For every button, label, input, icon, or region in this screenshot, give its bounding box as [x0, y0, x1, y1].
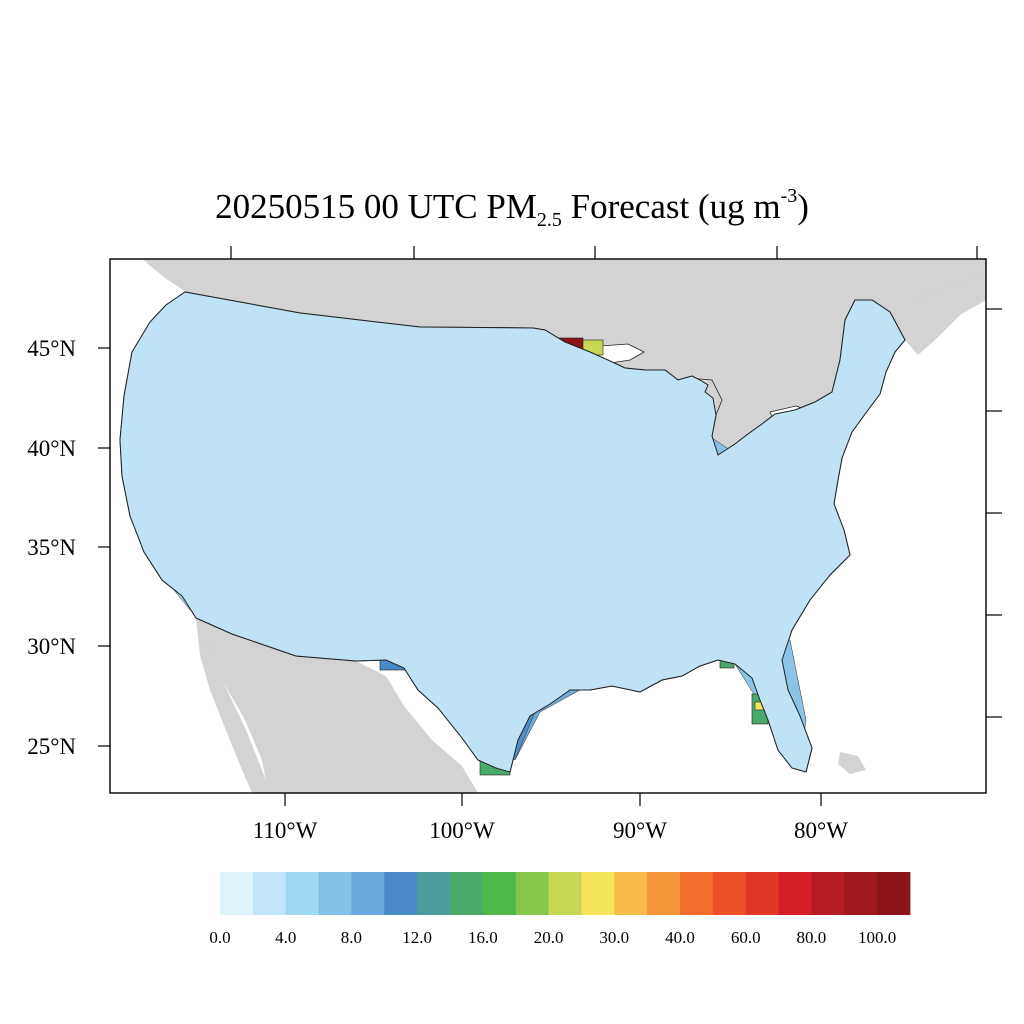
- colorbar: 0.0 4.0 8.0 12.0 16.0 20.0 30.0 40.0 60.0 80.0 100…: [209, 872, 911, 947]
- colorbar-swatch: [680, 872, 714, 915]
- lon-tick-label: 100°W: [429, 818, 495, 843]
- colorbar-swatch: [318, 872, 352, 915]
- lon-tick-label: 80°W: [794, 818, 848, 843]
- colorbar-swatch: [548, 872, 582, 915]
- colorbar-swatch: [351, 872, 385, 915]
- colorbar-swatch: [581, 872, 615, 915]
- colorbar-swatch: [614, 872, 648, 915]
- colorbar-swatch: [285, 872, 319, 915]
- colorbar-label: 40.0: [665, 928, 695, 947]
- colorbar-swatch: [252, 872, 287, 915]
- colorbar-label: 30.0: [599, 928, 629, 947]
- map-frame: [109, 258, 987, 794]
- lat-tick-label: 40°N: [27, 436, 76, 461]
- mexico-landmass: [196, 618, 478, 793]
- colorbar-swatch: [220, 872, 254, 915]
- colorbar-label: 80.0: [797, 928, 827, 947]
- lat-tick-label: 35°N: [27, 535, 76, 560]
- lon-tick-label: 90°W: [613, 818, 667, 843]
- colorbar-label: 16.0: [468, 928, 498, 947]
- colorbar-swatch: [745, 872, 779, 915]
- lat-tick-label: 45°N: [27, 336, 76, 361]
- lat-tick-label: 25°N: [27, 734, 76, 759]
- cuba: [838, 752, 866, 774]
- colorbar-swatch: [844, 872, 878, 915]
- colorbar-label: 4.0: [275, 928, 296, 947]
- map-title: 20250515 00 UTC PM2.5 Forecast (ug m-3): [215, 185, 809, 231]
- colorbar-swatch: [712, 872, 747, 915]
- colorbar-label: 0.0: [209, 928, 230, 947]
- axis-ticks: 45°N 40°N 35°N 30°N 25°N 110°W 100°W 90°W 80°W: [27, 246, 1002, 843]
- colorbar-label: 60.0: [731, 928, 761, 947]
- colorbar-label: 100.0: [858, 928, 896, 947]
- lat-tick-label: 30°N: [27, 634, 76, 659]
- colorbar-swatch: [647, 872, 681, 915]
- colorbar-swatch: [877, 872, 911, 915]
- canada-landmass: [110, 259, 986, 455]
- colorbar-swatch: [450, 872, 484, 915]
- colorbar-label: 20.0: [534, 928, 564, 947]
- colorbar-swatch: [778, 872, 812, 915]
- colorbar-swatch: [811, 872, 845, 915]
- colorbar-swatch: [417, 872, 451, 915]
- canada-islands: [850, 260, 986, 310]
- colorbar-swatch: [482, 872, 517, 915]
- map-area: [110, 259, 986, 793]
- lon-tick-label: 110°W: [253, 818, 318, 843]
- colorbar-swatch: [384, 872, 418, 915]
- colorbar-label: 8.0: [341, 928, 362, 947]
- colorbar-swatch: [515, 872, 549, 915]
- baja-california: [196, 620, 270, 793]
- colorbar-label: 12.0: [402, 928, 432, 947]
